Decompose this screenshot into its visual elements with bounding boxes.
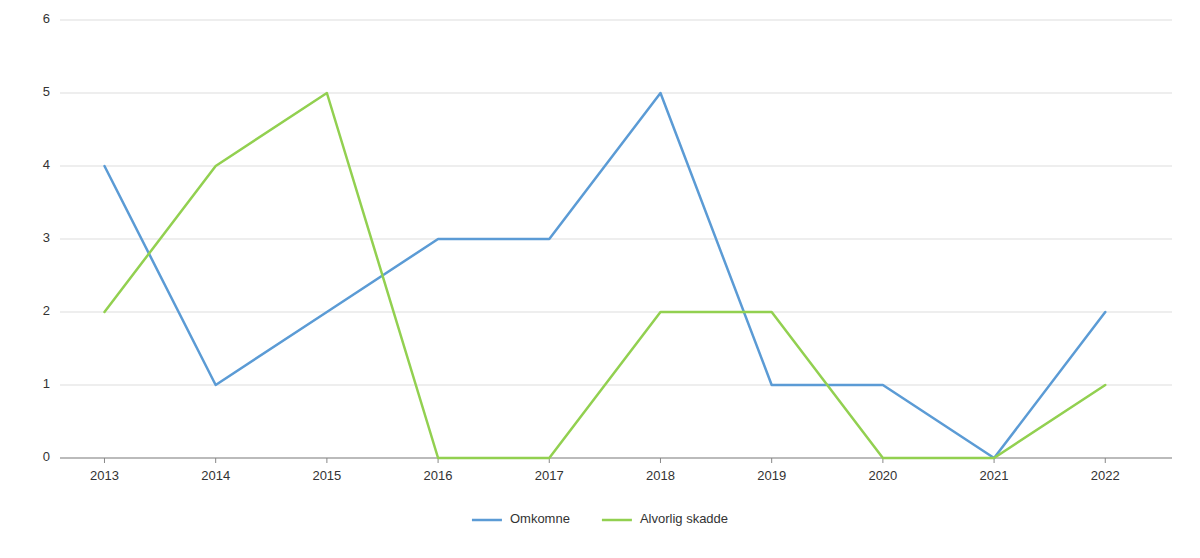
- x-tick-label: 2014: [201, 468, 230, 483]
- y-tick-label: 4: [43, 157, 50, 172]
- line: [104, 93, 1105, 458]
- legend: Omkomne Alvorlig skadde: [472, 511, 728, 526]
- series-group: [104, 93, 1105, 458]
- legend-label: Omkomne: [510, 511, 570, 526]
- x-tick-label: 2019: [757, 468, 786, 483]
- x-tick-label: 2022: [1091, 468, 1120, 483]
- legend-item: Omkomne: [472, 511, 570, 526]
- grid-line: [60, 20, 1172, 21]
- x-tick: [771, 458, 772, 463]
- y-tick-label: 5: [43, 84, 50, 99]
- y-tick-label: 6: [43, 11, 50, 26]
- y-grid: [60, 20, 1172, 458]
- grid-line: [60, 93, 1172, 94]
- x-tick: [1105, 458, 1106, 463]
- x-tick: [104, 458, 105, 463]
- grid-line: [60, 458, 1172, 459]
- x-tick: [215, 458, 216, 463]
- y-tick-label: 1: [43, 376, 50, 391]
- legend-item: Alvorlig skadde: [602, 511, 728, 526]
- x-tick-label: 2015: [312, 468, 341, 483]
- y-tick-label: 0: [43, 449, 50, 464]
- legend-swatch: [602, 519, 632, 522]
- grid-line: [60, 166, 1172, 167]
- x-tick: [660, 458, 661, 463]
- y-tick-label: 3: [43, 230, 50, 245]
- x-tick-label: 2020: [868, 468, 897, 483]
- legend-swatch: [472, 519, 502, 522]
- chart: 0 1 2 3 4 5 6 2013 2014 2015 2016 2017 2018 2019 2020 2…: [0, 0, 1200, 558]
- line: [104, 93, 1105, 458]
- y-tick-label: 2: [43, 303, 50, 318]
- x-tick-label: 2017: [535, 468, 564, 483]
- x-tick-label: 2018: [646, 468, 675, 483]
- x-axis-line: [60, 458, 1172, 459]
- grid-line: [60, 385, 1172, 386]
- x-tick-label: 2021: [980, 468, 1009, 483]
- grid-line: [60, 312, 1172, 313]
- grid-line: [60, 239, 1172, 240]
- x-tick: [326, 458, 327, 463]
- x-tick-label: 2016: [424, 468, 453, 483]
- x-tick-label: 2013: [90, 468, 119, 483]
- legend-label: Alvorlig skadde: [640, 511, 728, 526]
